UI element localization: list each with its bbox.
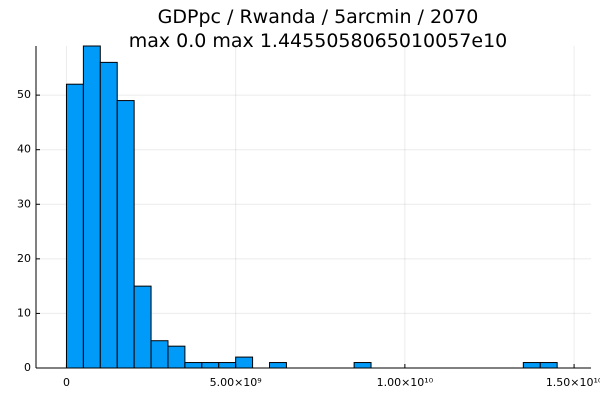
y-tick-label: 20 bbox=[17, 252, 31, 265]
histogram-bar bbox=[184, 362, 203, 369]
histogram-bar bbox=[82, 45, 101, 369]
y-tick-label: 0 bbox=[24, 361, 31, 374]
y-tick-label: 30 bbox=[17, 197, 31, 210]
y-tick-label: 40 bbox=[17, 143, 31, 156]
tick-labels: 0 10 20 30 40 50 0 5.00×10⁹ 1.00×10¹⁰ 1.50×10¹⁰ bbox=[17, 88, 600, 389]
y-tick-label: 50 bbox=[17, 88, 31, 101]
histogram-bar bbox=[150, 340, 169, 369]
histogram-bar bbox=[269, 362, 287, 369]
axes bbox=[35, 46, 591, 369]
histogram-bar bbox=[353, 362, 372, 369]
histogram-bar bbox=[218, 362, 237, 369]
histogram-bar bbox=[167, 345, 186, 369]
histogram-bar bbox=[522, 362, 541, 369]
x-tick-label: 5.00×10⁹ bbox=[210, 376, 262, 389]
histogram-bar bbox=[65, 83, 84, 369]
histogram-bar bbox=[116, 100, 135, 369]
y-tick-label: 10 bbox=[17, 306, 31, 319]
x-tick-label: 1.50×10¹⁰ bbox=[546, 376, 600, 389]
histogram-bar bbox=[133, 285, 152, 369]
x-tick-label: 1.00×10¹⁰ bbox=[377, 376, 434, 389]
histogram-bar bbox=[99, 61, 118, 369]
histogram-bar bbox=[235, 356, 254, 369]
chart-subtitle: max 0.0 max 1.4455058065010057e10 bbox=[129, 30, 508, 52]
bars bbox=[65, 45, 558, 369]
chart-title: GDPpc / Rwanda / 5arcmin / 2070 bbox=[158, 6, 479, 28]
histogram-bar bbox=[201, 362, 220, 369]
x-tick-label: 0 bbox=[63, 376, 70, 389]
histogram-bar bbox=[539, 362, 558, 369]
